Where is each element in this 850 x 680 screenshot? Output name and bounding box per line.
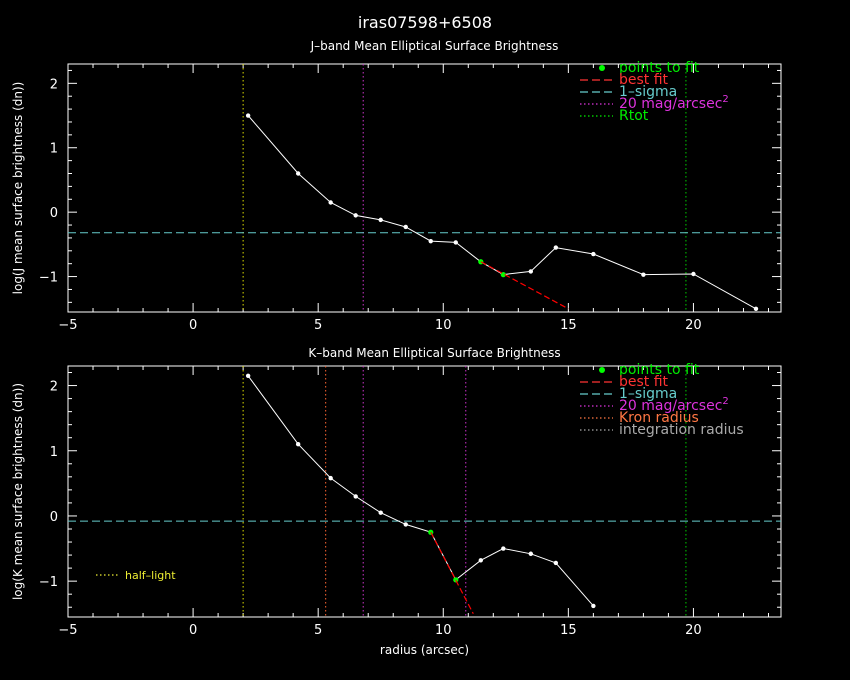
legend-label: 20 mag/arcsec2 (619, 396, 729, 414)
y-tick-label: −1 (39, 575, 58, 590)
data-point (453, 240, 458, 245)
best-fit-line (480, 261, 569, 310)
data-point (528, 269, 534, 274)
data-point (553, 560, 559, 566)
legend-label: 1–sigma (619, 84, 677, 100)
legend-marker-dot (599, 65, 605, 71)
x-tick-label: 10 (435, 623, 452, 638)
data-point (528, 551, 534, 556)
best-fit-line (430, 531, 474, 615)
panel-title: K–band Mean Elliptical Surface Brightnes… (308, 346, 560, 360)
plot-area (68, 366, 781, 617)
data-point (691, 271, 696, 277)
data-point (478, 558, 483, 563)
j-band-panel: J–band Mean Elliptical Surface Brightnes… (11, 39, 782, 333)
x-tick-label: −5 (58, 623, 77, 638)
legend-label: best fit (619, 72, 669, 88)
data-point (403, 522, 408, 527)
data-point (403, 224, 408, 230)
surface-brightness-line (247, 115, 757, 310)
y-tick-label: 1 (50, 142, 58, 157)
y-tick-label: 1 (50, 445, 58, 460)
data-point (378, 510, 383, 515)
plot-frame (67, 365, 782, 618)
y-axis-label: log(K mean surface brightness (dn)) (11, 383, 25, 600)
half-light-annotation: half–light (125, 569, 176, 582)
x-tick-label: 5 (314, 623, 322, 638)
y-tick-label: 2 (50, 380, 58, 395)
data-point (245, 113, 251, 118)
data-point (591, 251, 596, 257)
plot-area (68, 64, 781, 312)
y-tick-label: −1 (39, 271, 58, 286)
y-axis-label: log(J mean surface brightness (dn)) (11, 82, 25, 295)
panel-title: J–band Mean Elliptical Surface Brightnes… (310, 39, 559, 53)
x-tick-label: 20 (685, 318, 702, 333)
data-point (553, 245, 559, 250)
legend-label: points to fit (619, 362, 700, 378)
k-band-panel: K–band Mean Elliptical Surface Brightnes… (11, 346, 782, 657)
legend-label: Kron radius (619, 410, 699, 426)
data-point (353, 213, 358, 218)
data-point (753, 306, 759, 311)
x-axis-label: radius (arcsec) (380, 643, 469, 657)
x-tick-label: 15 (560, 318, 577, 333)
fit-data-point (453, 577, 459, 583)
data-point (641, 272, 646, 277)
legend-marker-dot (599, 367, 605, 373)
x-tick-label: 10 (435, 318, 452, 333)
legend-label: Rtot (619, 108, 649, 124)
data-point (295, 442, 301, 447)
plot-frame (67, 63, 782, 313)
legend-label: points to fit (619, 60, 700, 76)
data-point (328, 475, 333, 481)
data-point (501, 546, 506, 551)
data-point (428, 238, 433, 244)
data-point (328, 200, 333, 205)
y-tick-label: 0 (50, 510, 58, 525)
legend-label: 20 mag/arcsec2 (619, 94, 729, 112)
legend-superscript: 2 (722, 396, 728, 407)
legend-label: best fit (619, 374, 669, 390)
legend-label: integration radius (619, 422, 744, 438)
x-tick-label: 15 (560, 623, 577, 638)
fit-data-point (500, 272, 506, 278)
x-tick-label: −5 (58, 318, 77, 333)
data-point (295, 171, 301, 176)
data-point (353, 494, 358, 499)
data-point (378, 217, 383, 223)
data-point (245, 373, 251, 378)
x-tick-label: 0 (189, 318, 197, 333)
y-tick-label: 2 (50, 77, 58, 92)
figure-title: iras07598+6508 (358, 13, 492, 32)
x-tick-label: 0 (189, 623, 197, 638)
legend-superscript: 2 (722, 94, 728, 105)
y-tick-label: 0 (50, 206, 58, 221)
data-point (591, 603, 596, 609)
legend-label: 1–sigma (619, 386, 677, 402)
x-tick-label: 5 (314, 318, 322, 333)
x-tick-label: 20 (685, 623, 702, 638)
